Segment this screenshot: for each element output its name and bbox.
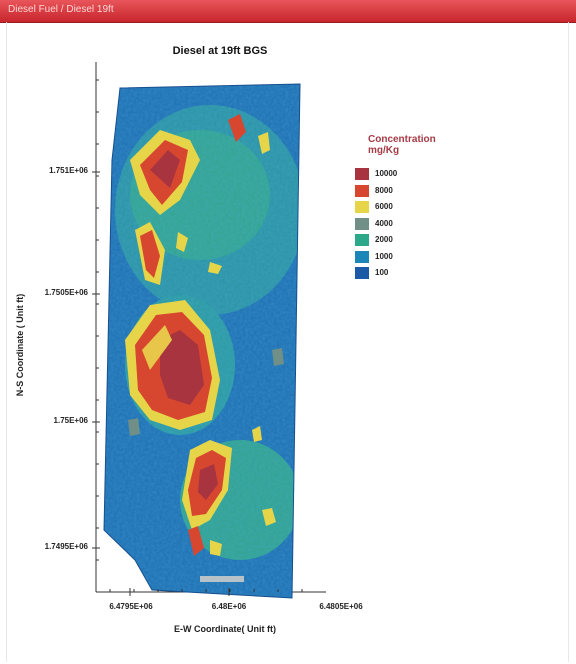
legend-swatch [355,217,369,230]
window-border-right [568,22,569,662]
title-bar[interactable]: Diesel Fuel / Diesel 19ft [0,0,576,23]
axis-ticks [92,79,303,596]
x-tick-label: 6.4795E+06 [109,602,153,611]
legend-label: 100 [375,268,389,277]
legend-item: 10000 [355,168,475,180]
y-tick-label: 1.75E+06 [53,416,88,425]
legend-swatch [355,267,369,279]
y-tick-label: 1.7495E+06 [44,542,88,551]
legend-label: 1000 [375,251,393,261]
site-boundary [103,83,301,599]
x-tick-label: 6.48E+06 [211,602,247,611]
legend-swatch [355,250,369,263]
legend-label: 8000 [375,185,393,195]
x-tick-label: 6.4805E+06 [319,602,363,611]
legend-label: 10000 [375,169,398,178]
legend-label: 4000 [375,218,393,228]
y-tick-label: 1.751E+06 [49,166,88,175]
x-axis-title: E-W Coordinate( Unit ft) [174,624,276,634]
legend-swatch [355,168,369,180]
window-title: Diesel Fuel / Diesel 19ft [8,4,114,15]
legend-item: 6000 [355,201,475,213]
legend-swatch [355,201,369,213]
legend-item: 8000 [355,184,475,197]
legend-item: 1000 [355,250,475,263]
legend-item: 4000 [355,217,475,230]
legend-item: 100 [355,267,475,279]
legend-label: 6000 [375,202,393,211]
chart-title: Diesel at 19ft BGS [172,45,268,57]
legend-swatch [355,184,369,197]
legend-label: 2000 [375,235,393,244]
legend-title: Concentration mg/Kg [368,134,436,156]
legend-item: 2000 [355,234,475,246]
y-tick-label: 1.7505E+06 [44,288,88,297]
legend-swatch [355,234,369,246]
window-border-left [6,22,7,662]
contour-field [104,84,300,598]
